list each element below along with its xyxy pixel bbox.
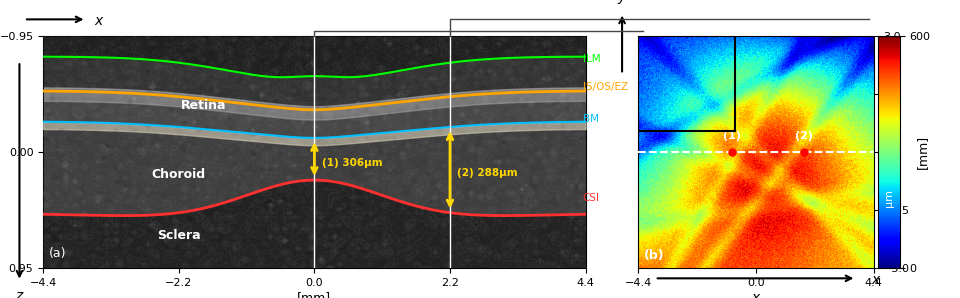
Text: $y$: $y$ — [616, 0, 628, 6]
Text: (2) 288μm: (2) 288μm — [457, 168, 518, 179]
Text: Sclera: Sclera — [157, 229, 201, 242]
Text: $x$: $x$ — [94, 14, 105, 28]
Text: Retina: Retina — [180, 99, 227, 112]
Text: Choroid: Choroid — [152, 167, 205, 181]
Text: (a): (a) — [49, 247, 67, 260]
X-axis label: $x$: $x$ — [751, 291, 761, 298]
Text: $z$: $z$ — [14, 289, 24, 298]
X-axis label: [mm]: [mm] — [298, 291, 331, 298]
Text: CSI: CSI — [583, 193, 599, 204]
Y-axis label: [mm]: [mm] — [916, 135, 929, 169]
Text: $x$: $x$ — [871, 273, 881, 287]
Text: IS/OS/EZ: IS/OS/EZ — [583, 82, 628, 92]
Text: BM: BM — [583, 114, 598, 124]
Text: ILM: ILM — [583, 54, 600, 64]
Text: (1) 306μm: (1) 306μm — [322, 158, 382, 168]
Text: (2): (2) — [795, 131, 813, 141]
Text: (b): (b) — [644, 249, 664, 262]
Text: μm: μm — [884, 190, 894, 207]
Text: (1): (1) — [723, 131, 741, 141]
Bar — [638, 36, 734, 131]
